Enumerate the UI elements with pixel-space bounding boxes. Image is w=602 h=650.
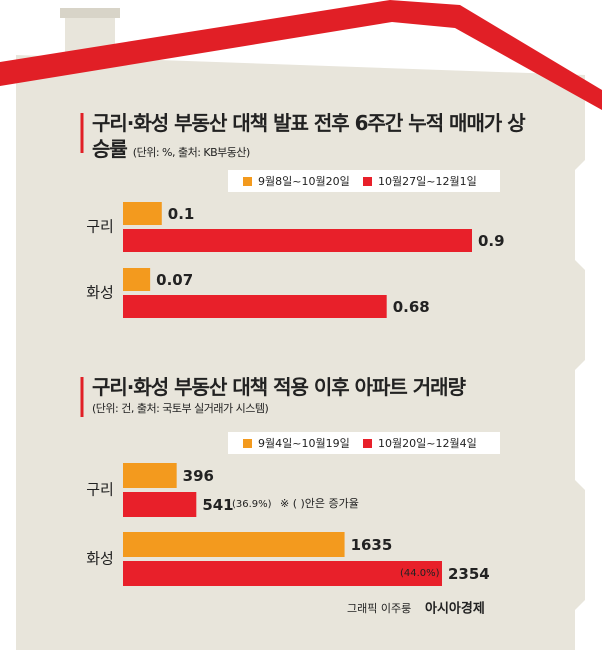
- bar: [123, 295, 387, 318]
- category-label: 구리: [86, 481, 114, 499]
- category-label: 화성: [86, 550, 114, 568]
- value-label: 0.9: [478, 232, 505, 250]
- credit-graphic: 그래픽 이주룽: [347, 602, 411, 615]
- bar: [123, 532, 345, 557]
- chart-subtitle: (단위: %, 출처: KB부동산): [132, 146, 251, 159]
- chart-title: 구리·화성 부동산 대책 적용 이후 아파트 거래량: [92, 375, 466, 399]
- bar: [123, 268, 151, 291]
- legend-swatch: [363, 177, 372, 186]
- chart-subtitle: (단위: 건, 출처: 국토부 실거래가 시스템): [92, 402, 269, 415]
- annotation: ※ ( )안은 증가율: [280, 497, 359, 510]
- bar: [123, 202, 162, 225]
- bar: [123, 492, 197, 517]
- category-label: 화성: [86, 284, 114, 302]
- annotation: (36.9%): [232, 499, 272, 510]
- value-label: 2354: [448, 565, 490, 583]
- value-label: 541: [202, 496, 233, 514]
- legend-swatch: [243, 439, 252, 448]
- credit-brand: 아시아경제: [425, 601, 485, 617]
- chimney-top: [60, 8, 120, 18]
- legend-swatch: [363, 439, 372, 448]
- roof: [0, 0, 602, 110]
- value-label: 0.07: [156, 271, 193, 289]
- chart-title: 구리·화성 부동산 대책 발표 전후 6주간 누적 매매가 상승률: [92, 111, 526, 161]
- title-block: 구리·화성 부동산 대책 적용 이후 아파트 거래량 (단위: 건, 출처: 국토…: [92, 374, 552, 418]
- bar: [123, 561, 442, 586]
- legend-swatch: [243, 177, 252, 186]
- bar: [123, 463, 177, 488]
- value-label: 0.1: [168, 205, 195, 223]
- category-label: 구리: [86, 218, 114, 236]
- legend-label: 10월20일~12월4일: [378, 436, 477, 450]
- value-label: 1635: [351, 536, 393, 554]
- legend-label: 10월27일~12월1일: [378, 174, 477, 188]
- bar: [123, 229, 472, 252]
- value-label: 396: [183, 467, 214, 485]
- value-label: 0.68: [393, 298, 430, 316]
- annotation: (44.0%): [400, 568, 440, 579]
- title-block: 구리·화성 부동산 대책 발표 전후 6주간 누적 매매가 상승률 (단위: %…: [92, 110, 532, 166]
- legend-label: 9월4일~10월19일: [258, 436, 350, 450]
- legend-label: 9월8일~10월20일: [258, 174, 350, 188]
